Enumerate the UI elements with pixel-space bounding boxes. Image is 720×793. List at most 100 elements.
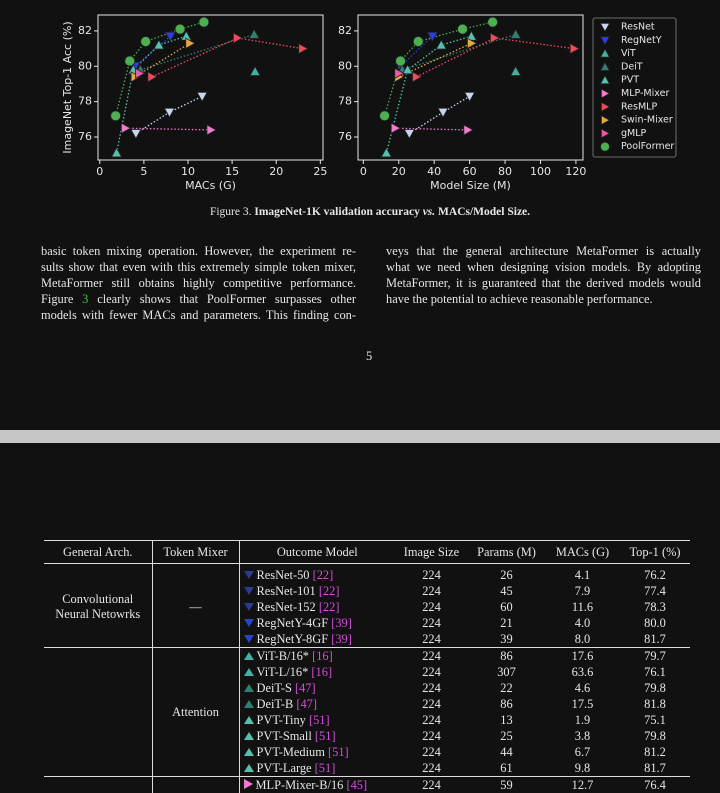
marker [175, 24, 185, 34]
value-cell: 60 [468, 599, 545, 615]
row-icon [244, 619, 254, 627]
value-cell: 79.7 [620, 648, 690, 665]
value-cell: 39 [468, 631, 545, 648]
value-cell: 21 [468, 615, 545, 631]
value-cell: 224 [395, 744, 468, 760]
citation: [22] [319, 600, 340, 614]
value-cell: 81.2 [620, 744, 690, 760]
value-cell: 86 [468, 648, 545, 665]
text-span: clearly shows that PoolFormer surpasses … [88, 292, 356, 306]
x-tick-label: 5 [140, 165, 147, 178]
value-cell: 307 [468, 664, 545, 680]
value-cell: 224 [395, 728, 468, 744]
citation: [39] [331, 616, 352, 630]
value-cell: 79.8 [620, 728, 690, 744]
model-name: PVT-Small [257, 729, 312, 743]
value-cell: 75.1 [620, 712, 690, 728]
text-line: MetaFormer, it is guaranteed that the de… [386, 275, 701, 291]
marker [464, 125, 473, 135]
model-name: ViT-B/16* [257, 649, 310, 663]
x-tick-label: 20 [392, 165, 406, 178]
value-cell: 78.3 [620, 599, 690, 615]
row-icon [244, 635, 254, 643]
column-header: General Arch. [44, 541, 152, 564]
model-cell: ResNet-50 [22] [239, 564, 395, 584]
value-cell: 224 [395, 631, 468, 648]
citation: [16] [311, 665, 332, 679]
model-cell: ResNet-152 [22] [239, 599, 395, 615]
value-cell: 76.1 [620, 664, 690, 680]
value-cell: 76.2 [620, 564, 690, 584]
value-cell: 4.0 [545, 615, 620, 631]
value-cell: 224 [395, 696, 468, 712]
x-tick-label: 120 [565, 165, 586, 178]
row-icon [244, 652, 254, 660]
value-cell: 9.8 [545, 760, 620, 777]
x-tick-label: 25 [313, 165, 327, 178]
value-cell: 81.7 [620, 631, 690, 648]
column-header: Top-1 (%) [620, 541, 690, 564]
citation: [16] [312, 649, 333, 663]
x-tick-label: 80 [498, 165, 512, 178]
model-name: ViT-L/16* [257, 665, 309, 679]
value-cell: 22 [468, 680, 545, 696]
value-cell: 224 [395, 777, 468, 793]
arch-cell: Convolutional Neural Netowrks [44, 564, 152, 648]
value-cell: 80.0 [620, 615, 690, 631]
model-cell: RegNetY-8GF [39] [239, 631, 395, 648]
row-icon [244, 764, 254, 772]
value-cell: 224 [395, 664, 468, 680]
column-header: Token Mixer [152, 541, 239, 564]
citation: [47] [296, 697, 317, 711]
model-name: RegNetY-4GF [257, 616, 329, 630]
row-icon [244, 716, 254, 724]
value-cell: 61 [468, 760, 545, 777]
row-icon [244, 668, 254, 676]
marker [197, 92, 207, 101]
value-cell: 224 [395, 760, 468, 777]
text-line: have the potential to achieve reasonable… [386, 291, 701, 307]
mixer-cell: Attention [152, 648, 239, 777]
marker [396, 56, 406, 66]
value-cell: 25 [468, 728, 545, 744]
plot-frame [98, 15, 323, 160]
page-separator [0, 430, 720, 443]
series-line [409, 96, 469, 133]
model-name: PVT-Medium [257, 745, 325, 759]
model-name: MLP-Mixer-B/16 [256, 778, 344, 792]
marker [465, 92, 475, 101]
model-cell: ResNet-101 [22] [239, 583, 395, 599]
value-cell: 4.6 [545, 680, 620, 696]
value-cell: 224 [395, 583, 468, 599]
value-cell: 81.7 [620, 760, 690, 777]
column-header: Params (M) [468, 541, 545, 564]
row-icon [244, 748, 254, 756]
citation: [22] [313, 568, 334, 582]
row-icon [244, 571, 254, 579]
value-cell: 86 [468, 696, 545, 712]
legend-label: Swin-Mixer [621, 115, 673, 126]
table-row: Convolutional Neural Netowrks—ResNet-50 … [44, 564, 690, 584]
marker [165, 32, 175, 41]
y-tick-label: 78 [78, 95, 92, 108]
y-tick-label: 82 [338, 24, 352, 37]
marker [413, 37, 423, 47]
row-icon [244, 684, 254, 692]
caption-text: vs. [423, 206, 435, 218]
text-line: Figure 3 clearly shows that PoolFormer s… [41, 291, 356, 307]
marker [199, 17, 209, 27]
x-tick-label: 40 [427, 165, 441, 178]
legend-label: DeiT [621, 61, 643, 72]
model-cell: DeiT-B [47] [239, 696, 395, 712]
text-line: MetaFormer still obtains highly competit… [41, 275, 356, 291]
model-cell: PVT-Tiny [51] [239, 712, 395, 728]
text-line: sults show that even with this extremely… [41, 259, 356, 275]
value-cell: 63.6 [545, 664, 620, 680]
y-tick-label: 82 [78, 24, 92, 37]
model-cell: MLP-Mixer-B/16 [45] [239, 777, 395, 793]
model-cell: PVT-Medium [51] [239, 744, 395, 760]
row-icon [244, 603, 254, 611]
marker [233, 33, 242, 43]
